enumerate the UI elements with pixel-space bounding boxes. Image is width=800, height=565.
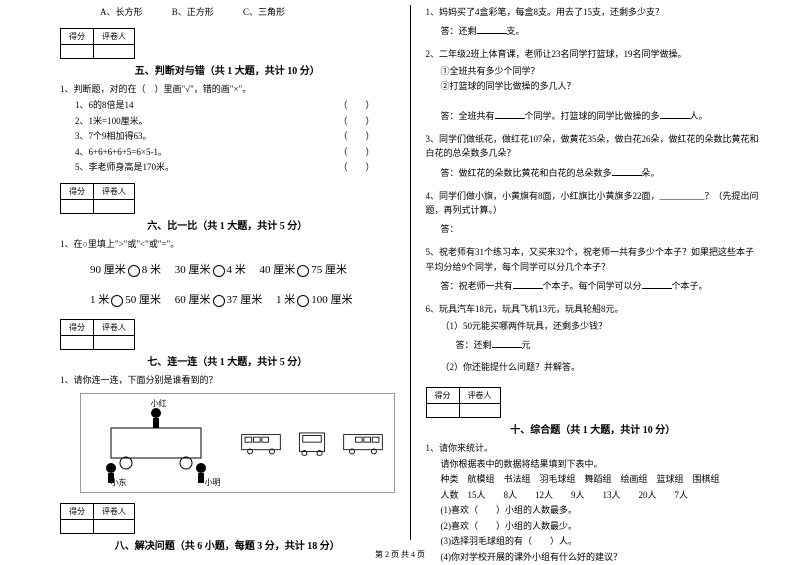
blank — [660, 109, 690, 119]
compare-row1: 90 厘米8 米 30 厘米4 米 40 厘米75 厘米 — [90, 259, 395, 281]
s8-q3: 3、同学们做纸花，做红花107朵，做黄花35朵，做白花26朵，做红花的朵数比黄花… — [426, 132, 761, 161]
s8-a4: 答： — [441, 222, 761, 235]
score-col2: 评卷人 — [459, 387, 500, 403]
circle-icon — [213, 295, 225, 307]
blank — [495, 109, 525, 119]
s8-q2-2: ②打篮球的同学比做操的多几人？ — [441, 80, 761, 94]
score-col1: 得分 — [426, 387, 459, 403]
s8-a6-1: 答：还剩元 — [456, 338, 761, 351]
s10-q1: 1、请你来统计。 — [426, 441, 761, 455]
label-xiaohong: 小红 — [151, 398, 167, 409]
section5-title: 五、判断对与错（共 1 大题，共计 10 分） — [60, 62, 395, 77]
s5-item4: 4、6+6+6+6+5=6×5-1。（ ） — [75, 146, 395, 160]
s8-q6-2: （2）你还能提什么问题？并解答。 — [441, 361, 761, 375]
blank — [477, 24, 507, 34]
s10-q1-sub: 请你根据表中的数据将结果填到下表中。 — [441, 458, 761, 472]
score-box-6: 得分 评卷人 — [60, 183, 135, 214]
s7-q1: 1、请你连一连，下面分别是谁看到的？ — [60, 373, 395, 387]
section10-title: 十、综合题（共 1 大题，共计 10 分） — [426, 421, 761, 436]
score-box-10: 得分 评卷人 — [426, 387, 501, 418]
s5-item3: 3、7个9相加得63。（ ） — [75, 130, 395, 144]
s6-q1: 1、在○里填上">"或"<"或"="。 — [60, 237, 395, 251]
section6-title: 六、比一比（共 1 大题，共计 5 分） — [60, 217, 395, 232]
s10-item1: (1)喜欢（ ）小组的人数最多。 — [441, 504, 761, 518]
s8-a5: 答：祝老师一共有个本子。每个同学可以分个本子。 — [441, 279, 761, 292]
s8-q6: 6、玩具汽车18元，玩具飞机13元，玩具轮船8元。 — [426, 302, 761, 316]
option-a: A、长方形 — [100, 7, 143, 17]
connect-image: 小红 小东 小明 — [80, 393, 395, 493]
q4-options: A、长方形 B、正方形 C、三角形 — [100, 5, 395, 18]
s5-q1: 1、判断题，对的在（ ）里画"√"，错的画"×"。 — [60, 82, 395, 96]
s8-a3: 答：做红花的朵数比黄花和白花的总朵数多朵。 — [441, 166, 761, 179]
bus-side2-icon — [342, 429, 384, 457]
label-xiaoming: 小明 — [205, 477, 221, 488]
column-divider — [410, 5, 411, 540]
page-footer: 第 2 页 共 4 页 — [0, 549, 800, 560]
score-col2: 评卷人 — [94, 183, 135, 199]
option-b: B、正方形 — [172, 7, 214, 17]
section7-title: 七、连一连（共 1 大题，共计 5 分） — [60, 353, 395, 368]
circle-icon — [213, 265, 225, 277]
score-box-5: 得分 评卷人 — [60, 28, 135, 59]
score-box-8: 得分 评卷人 — [60, 503, 135, 534]
s8-q5: 5、祝老师有31个练习本，又买来32个，祝老师一共有多少个本子？如果把这些本子平… — [426, 245, 761, 274]
s8-a2: 答：全班共有个同学。打篮球的同学比做操的多人。 — [441, 109, 761, 122]
s8-q2: 2、二年级2班上体育课，老师让23名同学打篮球，19名同学做操。 — [426, 47, 761, 61]
scene-illustration: 小红 小东 小明 — [91, 398, 231, 488]
s8-q1: 1、妈妈买了4盒彩笔，每盒8支。用去了15支，还剩多少支？ — [426, 5, 761, 19]
s5-item2: 2、1米=100厘米。（ ） — [75, 115, 395, 129]
bus-front-icon — [291, 429, 333, 457]
score-col2: 评卷人 — [94, 320, 135, 336]
s10-types: 种类 航模组 书法组 羽毛球组 舞蹈组 绘画组 篮球组 围棋组 — [441, 473, 761, 487]
score-col1: 得分 — [61, 503, 94, 519]
circle-icon — [297, 265, 309, 277]
s10-counts: 人数 15人 8人 12人 9人 13人 20人 7人 — [441, 489, 761, 503]
score-col2: 评卷人 — [94, 503, 135, 519]
label-xiaodong: 小东 — [111, 477, 127, 488]
score-col1: 得分 — [61, 183, 94, 199]
s8-q2-1: ①全班共有多少个同学？ — [441, 65, 761, 79]
left-column: A、长方形 B、正方形 C、三角形 得分 评卷人 五、判断对与错（共 1 大题，… — [50, 5, 405, 540]
score-col1: 得分 — [61, 320, 94, 336]
s10-item3: (3)选择羽毛球组的有（ ）人。 — [441, 535, 761, 549]
s8-q6-1: （1）50元能买哪两件玩具，还剩多少钱？ — [441, 320, 761, 334]
bus-side-icon — [240, 429, 282, 457]
s8-a1: 答：还剩支。 — [441, 24, 761, 37]
score-col1: 得分 — [61, 29, 94, 45]
score-box-7: 得分 评卷人 — [60, 319, 135, 350]
s5-item5: 5、李老师身高是170米。（ ） — [75, 161, 395, 175]
circle-icon — [111, 295, 123, 307]
s8-q4: 4、同学们做小旗，小黄旗有8面，小红旗比小黄旗多22面，__________？（… — [426, 189, 761, 218]
s5-item1: 1、6的8倍是14（ ） — [75, 99, 395, 113]
right-column: 1、妈妈买了4盒彩笔，每盒8支。用去了15支，还剩多少支？ 答：还剩支。 2、二… — [416, 5, 771, 540]
circle-icon — [128, 265, 140, 277]
circle-icon — [297, 295, 309, 307]
score-col2: 评卷人 — [94, 29, 135, 45]
scene-svg — [91, 398, 231, 488]
blank — [642, 279, 672, 289]
blank — [492, 338, 522, 348]
s10-item2: (2)喜欢（ ）小组的人数最少。 — [441, 520, 761, 534]
compare-row2: 1 米50 厘米 60 厘米37 厘米 1 米100 厘米 — [90, 289, 395, 311]
blank — [612, 166, 642, 176]
option-c: C、三角形 — [243, 7, 285, 17]
blank — [513, 279, 543, 289]
page-container: A、长方形 B、正方形 C、三角形 得分 评卷人 五、判断对与错（共 1 大题，… — [0, 0, 800, 540]
